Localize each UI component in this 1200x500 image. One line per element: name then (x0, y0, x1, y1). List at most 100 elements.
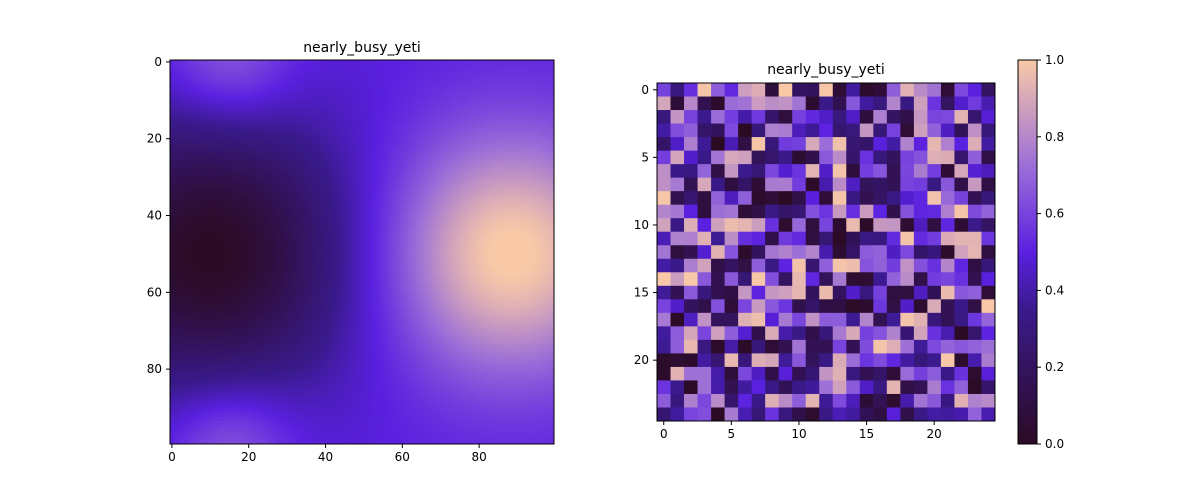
heatmap-cell (527, 60, 532, 65)
heatmap-cell (196, 90, 202, 96)
heatmap-cell (239, 244, 244, 249)
heatmap-cell (331, 98, 336, 103)
heatmap-cell (473, 117, 478, 122)
heatmap-cell (189, 213, 194, 218)
heatmap-cell (511, 109, 517, 115)
heatmap-cell (231, 202, 236, 207)
heatmap-cell (388, 167, 394, 172)
heatmap-cell (488, 60, 494, 65)
heatmap-cell (338, 86, 344, 92)
heatmap-cell (504, 171, 509, 176)
heatmap-cell (319, 75, 325, 80)
heatmap-cell (250, 152, 255, 157)
heatmap-cell (458, 171, 463, 176)
heatmap-cell (273, 106, 279, 111)
heatmap-cell (246, 83, 252, 88)
heatmap-cell (469, 213, 474, 218)
heatmap-cell (504, 109, 509, 115)
heatmap-cell (385, 248, 390, 253)
heatmap-cell (500, 175, 505, 180)
heatmap-cell (181, 140, 186, 145)
heatmap-cell (419, 213, 424, 218)
heatmap-cell (527, 117, 532, 122)
heatmap-cell (285, 202, 290, 207)
heatmap-cell (396, 106, 401, 111)
heatmap-cell (170, 171, 175, 176)
heatmap-cell (446, 248, 451, 253)
heatmap-cell (396, 198, 401, 203)
heatmap-cell (400, 117, 405, 122)
heatmap-cell (208, 179, 213, 184)
heatmap-cell (327, 163, 332, 169)
heatmap-cell (465, 221, 471, 226)
heatmap-cell (273, 98, 279, 103)
heatmap-cell (323, 179, 328, 184)
heatmap-cell (285, 175, 290, 180)
heatmap-cell (400, 159, 405, 165)
heatmap-cell (323, 244, 328, 249)
heatmap-cell (515, 182, 520, 188)
heatmap-cell (315, 194, 321, 199)
heatmap-cell (308, 117, 313, 122)
heatmap-cell (300, 228, 305, 234)
heatmap-cell (216, 148, 221, 153)
heatmap-cell (185, 140, 190, 145)
heatmap-cell (504, 179, 509, 184)
heatmap-cell (473, 175, 478, 180)
heatmap-cell (419, 83, 424, 88)
heatmap-cell (523, 106, 528, 111)
heatmap-cell (335, 179, 340, 184)
heatmap-cell (396, 232, 401, 238)
heatmap-cell (396, 202, 401, 207)
heatmap-cell (392, 71, 398, 76)
heatmap-cell (488, 175, 494, 180)
heatmap-cell (446, 217, 451, 222)
heatmap-cell (312, 60, 317, 65)
heatmap-cell (346, 217, 351, 222)
heatmap-cell (530, 132, 536, 138)
heatmap-cell (208, 121, 213, 126)
heatmap-cell (219, 117, 225, 122)
heatmap-cell (239, 136, 244, 142)
heatmap-cell (170, 202, 175, 207)
heatmap-cell (396, 60, 401, 65)
heatmap-cell (365, 83, 371, 88)
heatmap-cell (550, 205, 555, 211)
heatmap-cell (454, 83, 459, 88)
heatmap-cell (442, 148, 447, 153)
heatmap-cell (546, 182, 551, 188)
heatmap-cell (304, 129, 309, 134)
heatmap-cell (258, 106, 263, 111)
heatmap-cell (473, 121, 478, 126)
heatmap-cell (250, 129, 255, 134)
heatmap-cell (354, 213, 359, 218)
heatmap-cell (504, 125, 509, 130)
heatmap-cell (365, 102, 371, 107)
heatmap-cell (277, 144, 282, 149)
heatmap-cell (269, 190, 275, 195)
heatmap-cell (446, 179, 451, 184)
heatmap-cell (500, 182, 505, 188)
heatmap-cell (219, 148, 225, 153)
heatmap-cell (193, 113, 198, 119)
heatmap-cell (289, 63, 294, 69)
heatmap-cell (277, 94, 282, 99)
heatmap-cell (446, 236, 451, 241)
heatmap-cell (239, 144, 244, 149)
heatmap-cell (227, 171, 232, 176)
heatmap-cell (488, 202, 494, 207)
heatmap-cell (385, 163, 390, 169)
heatmap-cell (216, 213, 221, 218)
heatmap-cell (289, 121, 294, 126)
heatmap-cell (170, 225, 175, 230)
heatmap-cell (335, 152, 340, 157)
heatmap-cell (427, 202, 432, 207)
heatmap-cell (473, 60, 478, 65)
heatmap-cell (315, 86, 321, 92)
heatmap-cell (277, 75, 282, 80)
heatmap-cell (285, 71, 290, 76)
heatmap-cell (193, 190, 198, 195)
heatmap-cell (242, 60, 248, 65)
heatmap-cell (292, 232, 298, 238)
heatmap-cell (392, 217, 398, 222)
